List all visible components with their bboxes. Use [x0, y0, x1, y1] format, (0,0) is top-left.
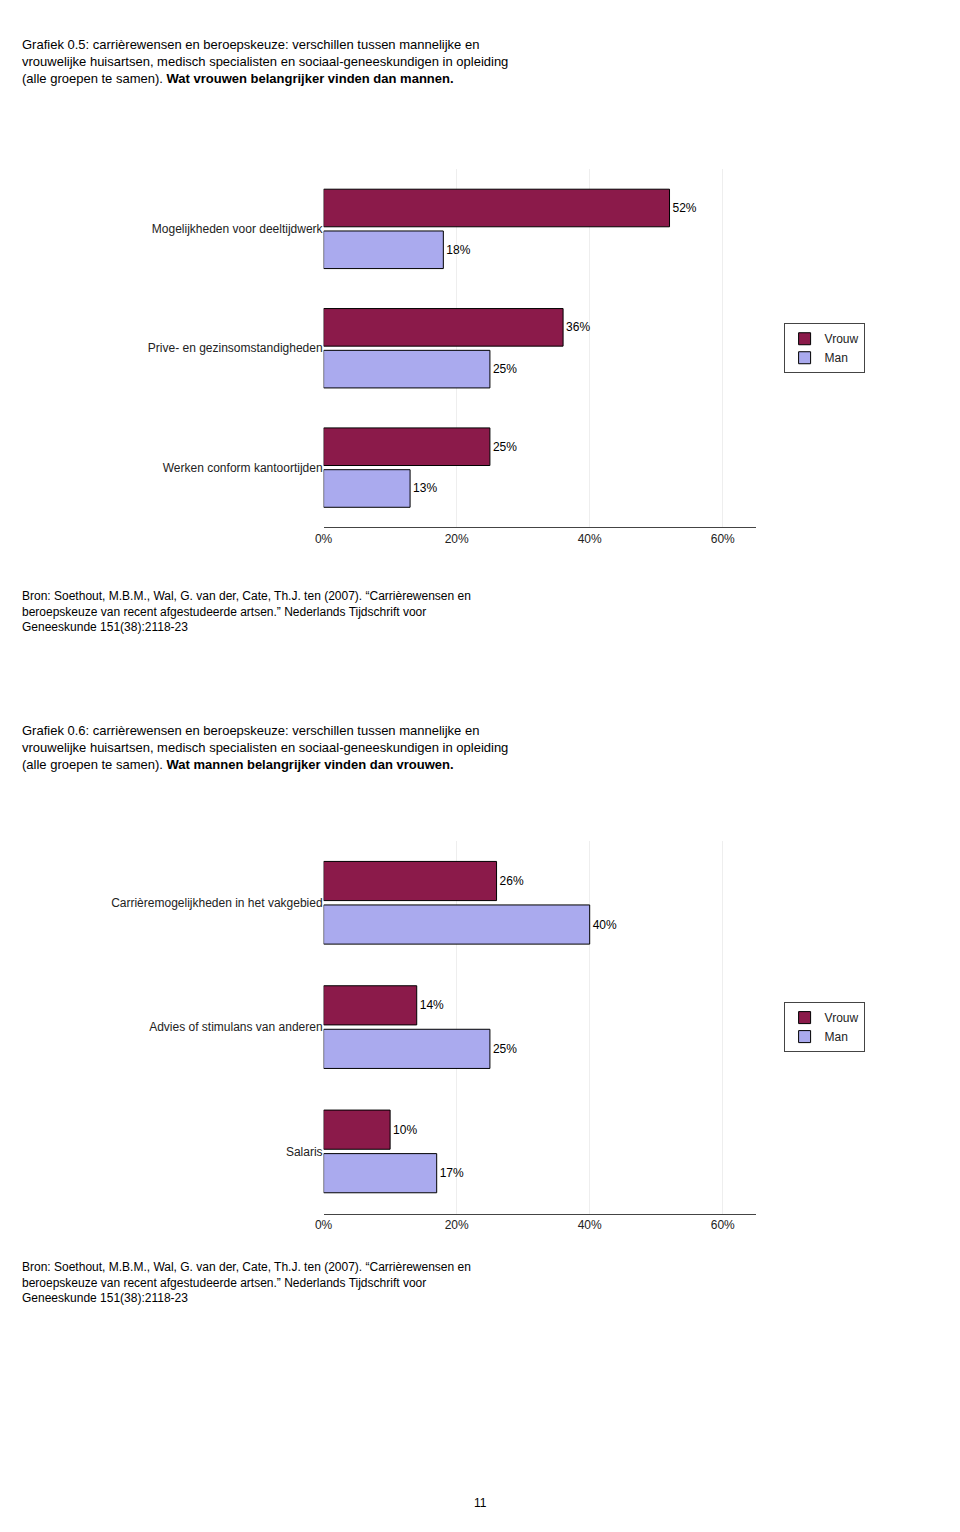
svg-text:13%: 13%: [413, 481, 437, 495]
svg-text:Grafiek 0.6: carrièrewensen en: Grafiek 0.6: carrièrewensen en beroepske…: [22, 723, 508, 772]
svg-text:20%: 20%: [445, 532, 469, 546]
svg-text:Bron: Soethout, M.B.M., Wal, G: Bron: Soethout, M.B.M., Wal, G. van der,…: [22, 1260, 471, 1305]
svg-text:36%: 36%: [566, 320, 590, 334]
svg-text:10%: 10%: [393, 1123, 417, 1137]
svg-text:25%: 25%: [493, 362, 517, 376]
svg-text:14%: 14%: [420, 998, 444, 1012]
svg-text:Salaris: Salaris: [286, 1145, 323, 1159]
svg-text:25%: 25%: [493, 1042, 517, 1056]
svg-text:40%: 40%: [593, 918, 617, 932]
svg-text:11: 11: [474, 1496, 487, 1510]
svg-text:Advies of stimulans van andere: Advies of stimulans van anderen: [149, 1020, 322, 1034]
svg-text:Man: Man: [825, 1030, 848, 1044]
svg-text:Vrouw: Vrouw: [825, 1011, 859, 1025]
svg-text:Mogelijkheden voor deeltijdwer: Mogelijkheden voor deeltijdwerk: [152, 222, 324, 236]
svg-text:26%: 26%: [500, 874, 524, 888]
svg-text:0%: 0%: [315, 1218, 333, 1232]
svg-text:60%: 60%: [711, 532, 735, 546]
svg-text:Werken conform kantoortijden: Werken conform kantoortijden: [163, 461, 323, 475]
svg-text:0%: 0%: [315, 532, 333, 546]
svg-text:60%: 60%: [711, 1218, 735, 1232]
svg-text:Bron: Soethout, M.B.M., Wal, G: Bron: Soethout, M.B.M., Wal, G. van der,…: [22, 589, 471, 634]
svg-text:40%: 40%: [578, 1218, 602, 1232]
svg-text:Prive- en gezinsomstandigheden: Prive- en gezinsomstandigheden: [148, 341, 323, 355]
svg-text:52%: 52%: [673, 201, 697, 215]
svg-text:Carrièremogelijkheden in het v: Carrièremogelijkheden in het vakgebied: [111, 896, 322, 910]
svg-text:18%: 18%: [446, 243, 470, 257]
svg-text:20%: 20%: [445, 1218, 469, 1232]
svg-text:40%: 40%: [578, 532, 602, 546]
svg-text:17%: 17%: [440, 1166, 464, 1180]
svg-text:Vrouw: Vrouw: [825, 332, 859, 346]
svg-text:Man: Man: [825, 351, 848, 365]
svg-text:25%: 25%: [493, 440, 517, 454]
svg-text:Grafiek 0.5: carrièrewensen en: Grafiek 0.5: carrièrewensen en beroepske…: [22, 37, 508, 86]
